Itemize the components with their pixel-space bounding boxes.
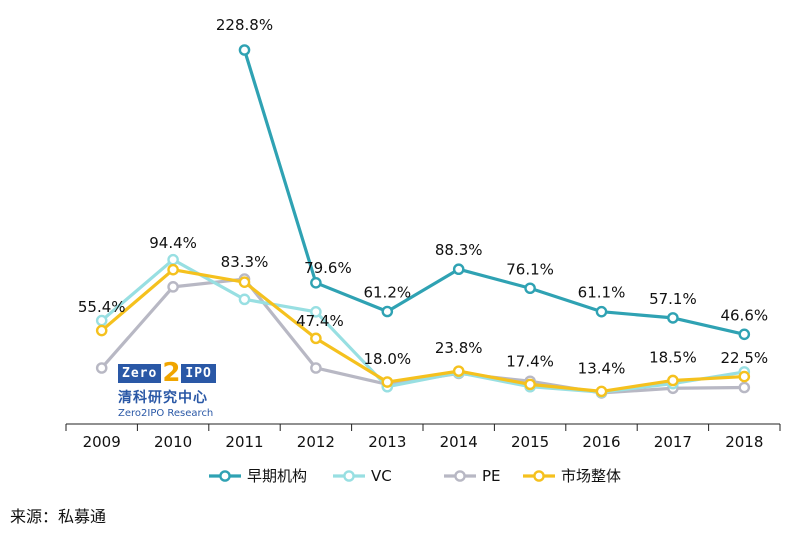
data-label: 83.3% xyxy=(221,253,269,271)
legend-item: 市场整体 xyxy=(523,467,621,485)
data-point xyxy=(524,282,536,295)
data-point xyxy=(95,324,108,337)
data-point xyxy=(452,263,465,276)
x-tick-label: 2009 xyxy=(83,433,121,451)
data-label: 55.4% xyxy=(78,298,126,316)
data-point xyxy=(667,312,679,324)
data-point xyxy=(595,305,608,318)
data-point xyxy=(238,276,251,288)
data-point xyxy=(310,306,322,318)
x-tick-label: 2017 xyxy=(654,433,692,451)
x-tick-label: 2013 xyxy=(368,433,406,451)
legend-label: PE xyxy=(482,467,501,485)
source-note: 来源：私募通 xyxy=(10,507,107,526)
logo-english-name: Zero2IPO Research xyxy=(118,408,214,419)
x-tick-label: 2012 xyxy=(297,433,335,451)
data-label: 88.3% xyxy=(435,241,483,259)
series-market-overall xyxy=(95,263,751,398)
data-label: 18.5% xyxy=(649,348,697,366)
data-point xyxy=(738,370,751,383)
data-point xyxy=(595,385,608,398)
data-point xyxy=(310,362,322,374)
data-point xyxy=(310,276,322,289)
x-tick-label: 2015 xyxy=(511,433,549,451)
data-point xyxy=(381,305,394,318)
legend-label: VC xyxy=(371,467,392,485)
x-tick-label: 2018 xyxy=(725,433,763,451)
data-label: 79.6% xyxy=(304,259,352,277)
legend-marker xyxy=(343,470,355,482)
data-label: 94.4% xyxy=(149,234,197,252)
data-label: 47.4% xyxy=(296,312,344,330)
data-label: 57.1% xyxy=(649,290,697,308)
data-label: 18.0% xyxy=(363,350,411,368)
data-label: 46.6% xyxy=(720,306,768,324)
data-point xyxy=(167,263,179,276)
data-label: 17.4% xyxy=(506,352,554,370)
data-label: 61.2% xyxy=(363,284,411,302)
data-point xyxy=(167,253,179,266)
legend-marker xyxy=(454,470,466,482)
data-point xyxy=(167,281,179,293)
data-label: 22.5% xyxy=(720,349,768,367)
data-point xyxy=(667,374,679,387)
x-tick-label: 2010 xyxy=(154,433,192,451)
legend-item: VC xyxy=(333,467,392,485)
series-early-stage xyxy=(238,44,751,341)
data-point xyxy=(738,328,751,341)
data-label: 76.1% xyxy=(506,260,554,278)
data-point xyxy=(238,293,251,306)
legend-marker xyxy=(533,470,545,482)
legend-item: 早期机构 xyxy=(209,467,307,485)
legend-marker xyxy=(219,470,231,482)
legend-item: PE xyxy=(444,467,501,485)
logo-word-ipo: IPO xyxy=(181,363,216,383)
logo-number: 2 xyxy=(162,358,181,388)
data-point xyxy=(95,362,108,374)
data-point xyxy=(738,381,751,394)
x-tick-label: 2014 xyxy=(440,433,478,451)
x-tick-label: 2016 xyxy=(582,433,620,451)
series-line xyxy=(242,49,745,336)
data-label: 228.8% xyxy=(216,16,273,34)
logo-chinese-name: 清科研究中心 xyxy=(118,390,208,406)
logo-word-zero: Zero xyxy=(118,363,162,383)
zero2ipo-logo: Zero 2 IPO 清科研究中心 Zero2IPO Research xyxy=(118,358,238,419)
series-line xyxy=(100,268,745,393)
data-label: 61.1% xyxy=(578,284,626,302)
data-point xyxy=(452,365,465,377)
data-label: 23.8% xyxy=(435,339,483,357)
data-point xyxy=(95,314,108,327)
data-label: 13.4% xyxy=(578,359,626,377)
legend-label: 市场整体 xyxy=(561,467,621,485)
data-point xyxy=(238,44,251,56)
legend-label: 早期机构 xyxy=(247,467,307,485)
series-line xyxy=(100,258,745,394)
data-point xyxy=(310,332,322,345)
data-point xyxy=(381,376,394,388)
data-point xyxy=(524,378,536,391)
x-tick-label: 2011 xyxy=(225,433,263,451)
